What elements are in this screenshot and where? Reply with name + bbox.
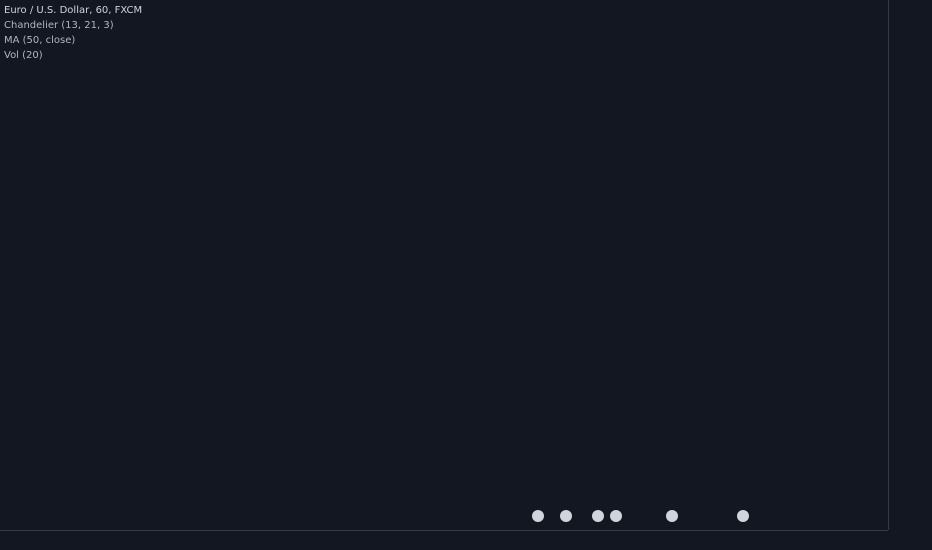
event-icon[interactable] — [592, 510, 604, 522]
event-icon[interactable] — [666, 510, 678, 522]
indicator-label[interactable]: Chandelier (13, 21, 3) — [4, 20, 114, 31]
indicator-label[interactable]: Vol (20) — [4, 50, 43, 61]
event-icon[interactable] — [737, 510, 749, 522]
event-icon[interactable] — [532, 510, 544, 522]
event-icon[interactable] — [610, 510, 622, 522]
indicator-label[interactable]: MA (50, close) — [4, 35, 75, 46]
event-icon[interactable] — [560, 510, 572, 522]
events — [532, 510, 749, 522]
chart-title: Euro / U.S. Dollar, 60, FXCM — [4, 5, 142, 16]
